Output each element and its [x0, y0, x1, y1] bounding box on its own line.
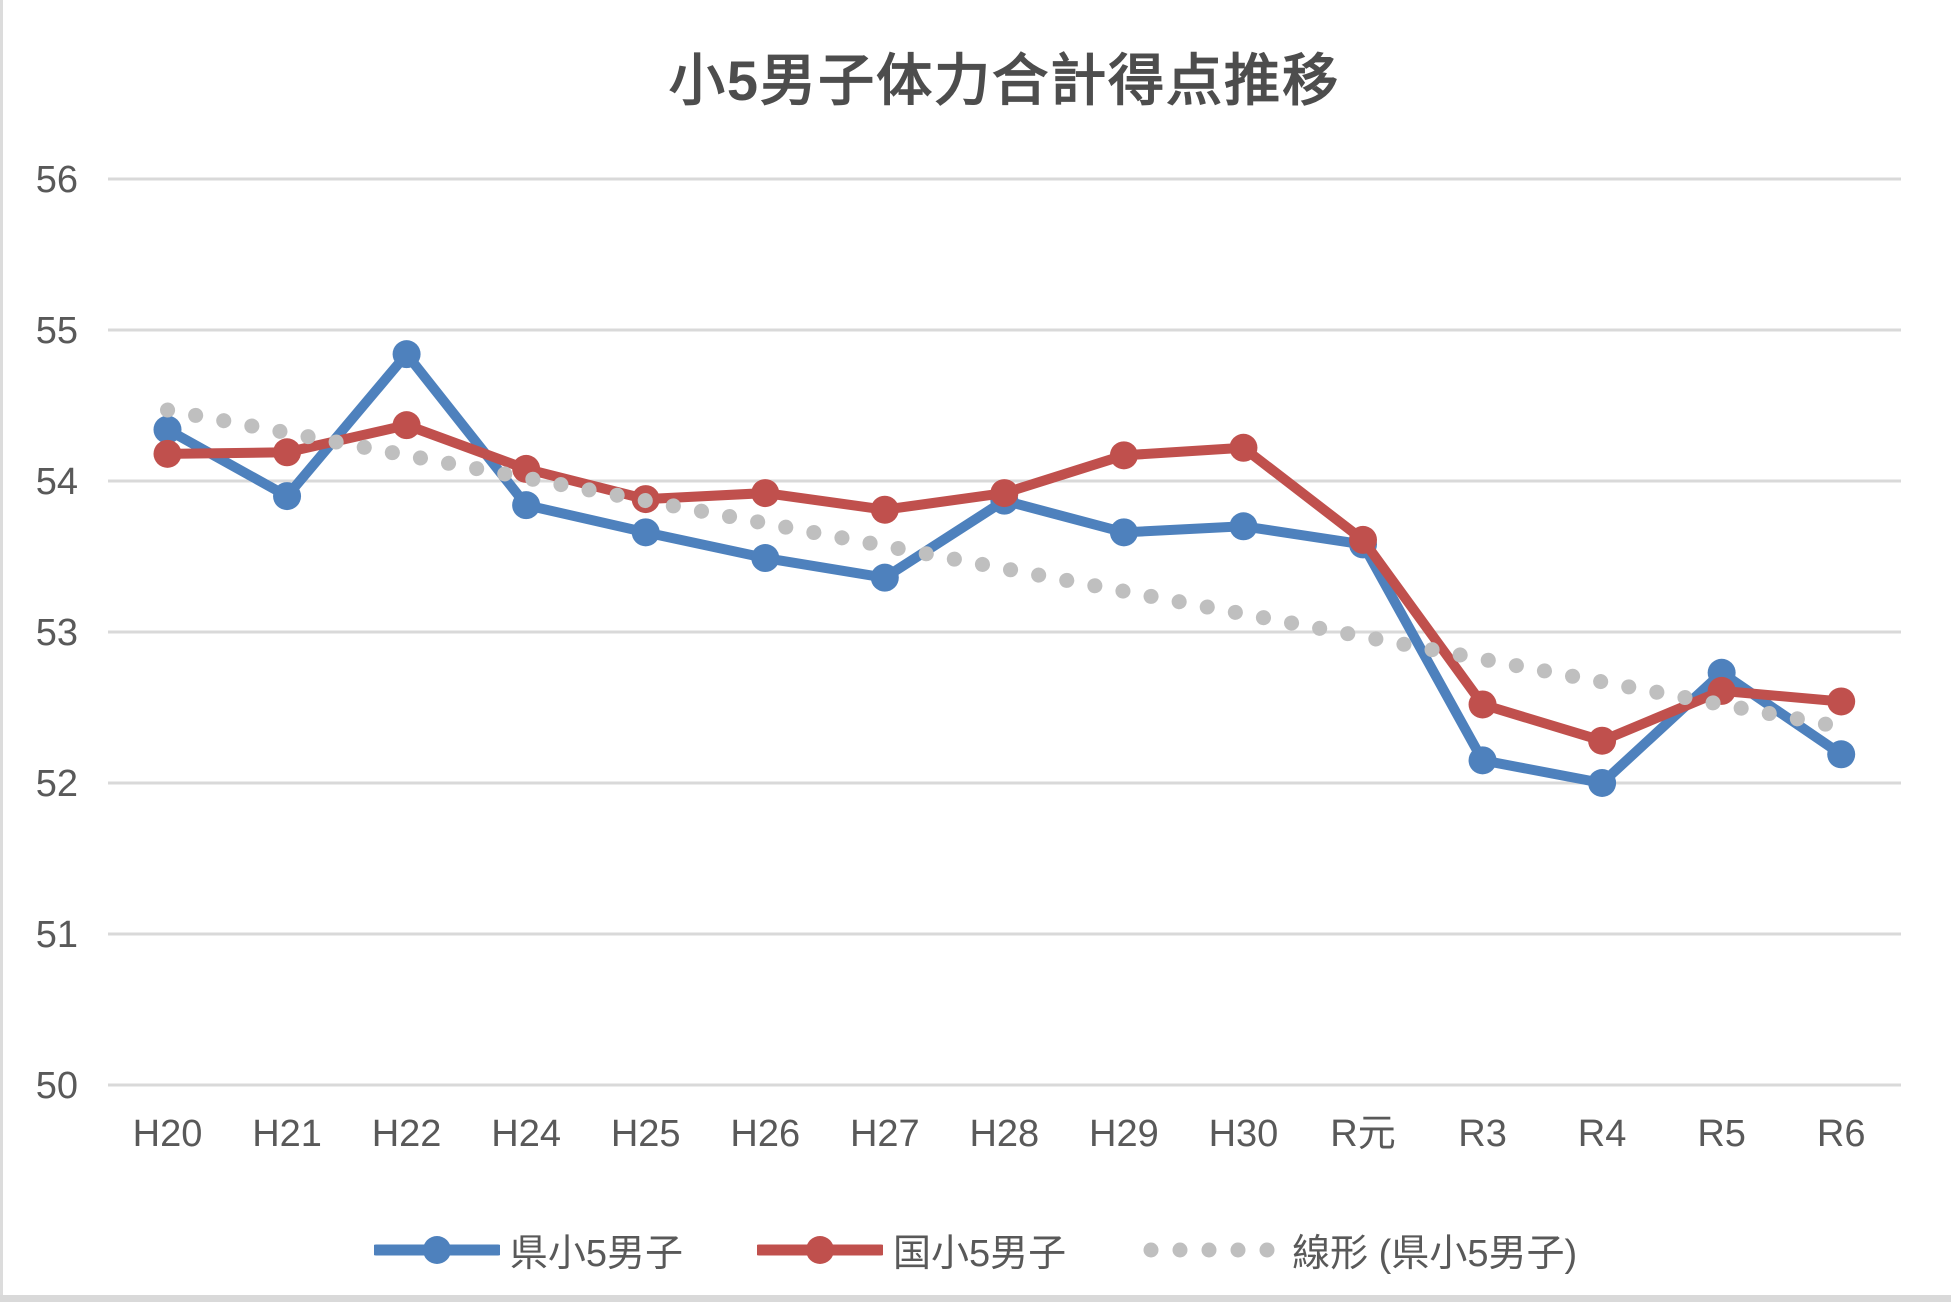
- series-marker: [1827, 740, 1856, 769]
- y-tick-label: 52: [36, 763, 78, 805]
- series-marker: [1109, 441, 1138, 470]
- x-tick-label: H25: [611, 1113, 681, 1155]
- series-marker: [631, 518, 660, 547]
- series-marker: [153, 415, 182, 444]
- x-tick-label: H26: [730, 1113, 800, 1155]
- trendline-dots-icon: [1143, 1242, 1275, 1257]
- legend-item-trendline[interactable]: 線形 (県小5男子): [1140, 1222, 1577, 1277]
- x-tick-label: H20: [133, 1113, 203, 1155]
- series-marker: [1229, 512, 1258, 541]
- legend-label-prefecture: 県小5男子: [509, 1233, 683, 1275]
- x-tick-label: R5: [1697, 1113, 1746, 1155]
- x-tick-label: H29: [1089, 1113, 1159, 1155]
- x-tick-label: H24: [491, 1113, 561, 1155]
- y-tick-label: 51: [36, 914, 78, 956]
- x-tick-label: R6: [1817, 1113, 1866, 1155]
- x-tick-label: H30: [1209, 1113, 1279, 1155]
- y-tick-label: 55: [36, 310, 78, 352]
- legend-item-prefecture[interactable]: 県小5男子: [373, 1222, 683, 1277]
- series-marker: [512, 491, 541, 520]
- legend-label-trendline: 線形 (県小5男子): [1292, 1233, 1578, 1275]
- left-edge-border: [0, 0, 3, 1302]
- national-line-marker-icon: [756, 1235, 883, 1264]
- series-marker: [153, 439, 182, 468]
- series-marker: [1588, 726, 1617, 755]
- y-tick-label: 50: [36, 1065, 78, 1107]
- series-marker: [273, 482, 302, 511]
- legend-item-national[interactable]: 国小5男子: [756, 1222, 1067, 1277]
- chart-title: 小5男子体力合計得点推移: [668, 49, 1341, 112]
- series-marker: [870, 495, 899, 524]
- x-tick-label: H22: [372, 1113, 442, 1155]
- legend: 県小5男子 国小5男子 線形 (県小5男子): [0, 1222, 1951, 1277]
- series-marker: [1229, 433, 1258, 462]
- series-marker: [392, 411, 421, 440]
- x-tick-label: H21: [252, 1113, 322, 1155]
- series-marker: [990, 479, 1019, 508]
- series-marker: [273, 438, 302, 467]
- x-tick-label: R3: [1458, 1113, 1507, 1155]
- prefecture-line-marker-icon: [373, 1235, 500, 1264]
- y-tick-label: 53: [36, 612, 78, 654]
- legend-label-national: 国小5男子: [892, 1233, 1067, 1275]
- series-marker: [751, 479, 780, 508]
- x-tick-label: R元: [1330, 1113, 1395, 1155]
- y-tick-label: 54: [36, 461, 78, 503]
- series-marker: [392, 340, 421, 369]
- series-line: [162, 420, 1847, 746]
- y-tick-label: 56: [36, 159, 78, 201]
- series-marker: [870, 563, 899, 592]
- series-marker: [1349, 525, 1377, 554]
- series-marker: [751, 544, 780, 573]
- x-tick-label: H27: [850, 1113, 920, 1155]
- series-marker: [1827, 687, 1856, 716]
- x-tick-label: R4: [1578, 1113, 1627, 1155]
- series-marker: [1468, 746, 1497, 775]
- x-tick-label: H28: [969, 1113, 1039, 1155]
- series-marker: [1109, 518, 1138, 547]
- bottom-edge-border: [0, 1295, 1951, 1302]
- trendline: [160, 402, 1849, 735]
- series-marker: [1468, 690, 1497, 719]
- series-marker: [1588, 769, 1617, 797]
